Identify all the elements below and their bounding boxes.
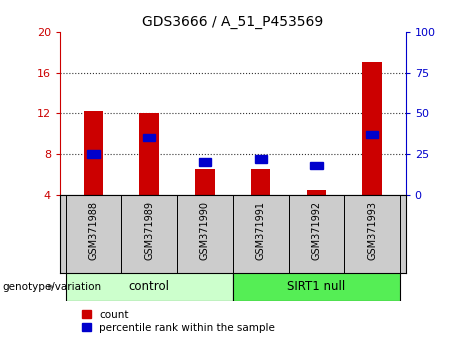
Text: GSM371992: GSM371992 xyxy=(312,201,321,260)
Text: GSM371989: GSM371989 xyxy=(144,201,154,260)
Text: GSM371991: GSM371991 xyxy=(256,201,266,260)
Bar xyxy=(254,155,267,162)
Text: GSM371990: GSM371990 xyxy=(200,201,210,260)
Bar xyxy=(344,195,400,273)
Bar xyxy=(65,273,233,301)
Bar xyxy=(87,150,100,158)
Bar xyxy=(121,195,177,273)
Bar xyxy=(83,111,103,195)
Bar xyxy=(307,190,326,195)
Text: GSM371993: GSM371993 xyxy=(367,201,377,260)
Bar xyxy=(251,169,271,195)
Text: SIRT1 null: SIRT1 null xyxy=(287,280,346,293)
Legend: count, percentile rank within the sample: count, percentile rank within the sample xyxy=(83,310,275,333)
Bar xyxy=(199,159,211,166)
Bar xyxy=(310,162,323,169)
Bar xyxy=(143,134,155,141)
Bar xyxy=(362,62,382,195)
Bar xyxy=(177,195,233,273)
Bar xyxy=(139,113,159,195)
Bar xyxy=(195,169,215,195)
Text: genotype/variation: genotype/variation xyxy=(2,282,101,292)
Bar xyxy=(233,273,400,301)
Text: GSM371988: GSM371988 xyxy=(89,201,98,260)
Text: control: control xyxy=(129,280,170,293)
Bar xyxy=(65,195,121,273)
Title: GDS3666 / A_51_P453569: GDS3666 / A_51_P453569 xyxy=(142,16,324,29)
Bar xyxy=(233,195,289,273)
Bar xyxy=(366,131,378,138)
Bar xyxy=(289,195,344,273)
